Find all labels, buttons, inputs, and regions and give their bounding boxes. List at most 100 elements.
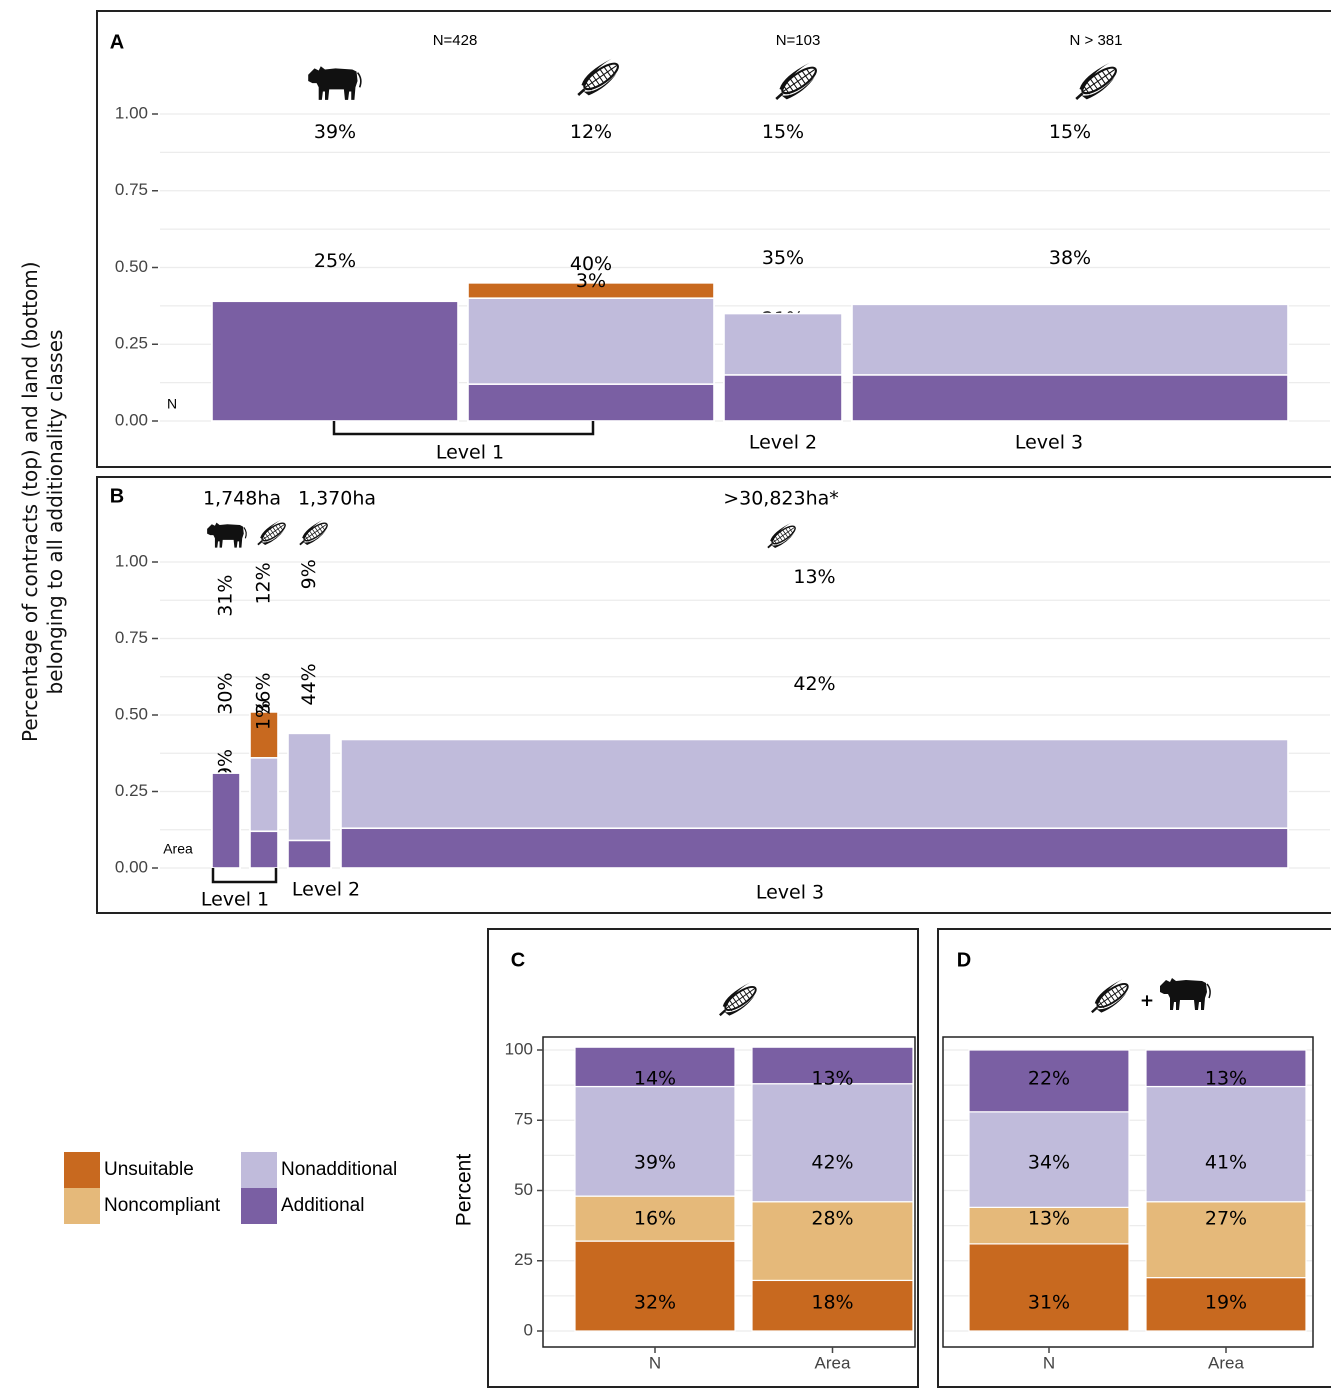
panel-b-col1-noncompliant-label: 9%: [215, 749, 237, 779]
panel-c-area-additional-label: 13%: [811, 1068, 853, 1090]
panel-a-col3-additional-bar: [723, 374, 843, 422]
panel-a-y-axis-tick-label-4: 1.00: [115, 103, 148, 122]
panel-c-y-axis-label: Percent: [453, 1154, 476, 1227]
panel-c-y-axis-tick-label-0: 0: [524, 1320, 533, 1339]
panel-b-col4-nonadditional-label: 42%: [793, 673, 835, 695]
legend-label-unsuitable: Unsuitable: [104, 1159, 194, 1180]
panel-d-area-noncompliant-bar: [1145, 1201, 1307, 1279]
panel-b-y-axis-tick-label-4: 1.00: [115, 551, 148, 570]
panel-d-plus-icon: +: [1140, 991, 1154, 1011]
panel-a-col4-additional-bar: [851, 374, 1289, 422]
panel-c-corn-icon-husk-1: [724, 995, 755, 1016]
panel-c-y-axis-tick-label-4: 100: [505, 1039, 533, 1058]
panel-b-col1-nonadditional-label: 30%: [215, 672, 237, 714]
panel-a-corn-icon-1-stalk: [577, 88, 586, 96]
panel-a-level1-label: Level 1: [436, 442, 504, 464]
panel-a-col2-additional-label: 12%: [570, 121, 612, 143]
panel-c-x-tick-label-area: Area: [815, 1353, 851, 1372]
panel-c-corn-icon-husk-2: [722, 982, 751, 1008]
panel-a-frame: [96, 10, 1331, 468]
panel-d-area-additional-bar: [1145, 1049, 1307, 1088]
panel-a-header-n381: N > 381: [1070, 32, 1123, 49]
panel-a-col4-additional-label: 15%: [1049, 121, 1091, 143]
panel-a-corn-icon-1: [577, 58, 619, 96]
panel-a-cow-icon-tail: [356, 72, 362, 88]
panel-d-x-tick-label-n: N: [1043, 1353, 1055, 1372]
panel-d-area-nonadditional-bar: [1145, 1085, 1307, 1203]
panel-c-area-unsuitable-label: 18%: [811, 1292, 853, 1314]
panel-d-area-noncompliant-label: 27%: [1205, 1208, 1247, 1230]
panel-a-corn-icon-3-husk-1: [1081, 77, 1115, 100]
panel-b-corn-icon-1-kernel-line: [262, 524, 285, 540]
panel-b-corn-icon-2-stalk: [299, 540, 305, 546]
panel-d-cow-icon-tail: [1206, 983, 1211, 999]
panel-a-corn-icon-2-husk-2: [779, 62, 810, 91]
panel-d-corn-icon-husk-2: [1094, 979, 1123, 1005]
panel-a-corn-icon-2-kernel-line: [783, 69, 815, 92]
panel-b-y-axis-tick-label-1: 0.25: [115, 781, 148, 800]
panel-a-header-n103: N=103: [776, 32, 821, 49]
legend-swatch-noncompliant: [64, 1188, 100, 1224]
panel-b-header-cow-area: 1,748ha: [203, 488, 281, 510]
panel-a-corn-icon-3-stalk: [1075, 92, 1084, 100]
panel-b-y-axis-tick-label-0: 0.00: [115, 857, 148, 876]
panel-c-area-unsuitable-bar: [751, 1279, 914, 1332]
panel-c-y-axis-tick-label-2: 50: [514, 1180, 533, 1199]
panel-a-y-axis-tick-label-2: 0.50: [115, 257, 148, 276]
panel-b-frame: [96, 476, 1331, 914]
panel-b-row-label: Area: [163, 841, 193, 857]
panel-b-corn-icon-1-stalk: [257, 540, 263, 546]
panel-a-corn-icon-3: [1075, 62, 1117, 100]
panel-a-col3-additional-label: 15%: [762, 121, 804, 143]
panel-a-cow-icon: [308, 66, 362, 100]
panel-c-n-noncompliant-bar: [574, 1195, 736, 1242]
panel-c-n-unsuitable-bar: [574, 1240, 736, 1332]
panel-d-n-noncompliant-bar: [968, 1206, 1130, 1245]
panel-a-corn-icon-3-husk-2: [1079, 62, 1110, 91]
panel-b-label: B: [110, 485, 124, 507]
panel-a-level3-label: Level 3: [1015, 432, 1083, 454]
panel-d-n-noncompliant-label: 13%: [1028, 1208, 1070, 1230]
panel-b-corn-icon-3-kernel-line: [772, 527, 795, 543]
legend-label-noncompliant: Noncompliant: [104, 1195, 221, 1216]
legend-swatch-additional: [241, 1188, 277, 1224]
panel-b-level2-label: Level 2: [292, 879, 360, 901]
panel-d-corn-icon-husk-1: [1096, 992, 1127, 1013]
panel-d-plot-frame: [942, 1036, 1314, 1348]
panel-c-n-nonadditional-label: 39%: [634, 1152, 676, 1174]
panel-a-header-n428: N=428: [433, 32, 478, 49]
panel-d-n-additional-label: 22%: [1028, 1068, 1070, 1090]
panel-b-cow-icon-body: [207, 522, 244, 548]
panel-b-col3-additional-label: 9%: [298, 559, 320, 589]
panel-c-plot-frame: [542, 1036, 916, 1348]
panel-c-area-noncompliant-bar: [751, 1201, 914, 1282]
panel-a-corn-icon-1-kernel-line: [585, 65, 617, 88]
panel-a-corn-icon-2-stalk: [775, 92, 784, 100]
panel-c-corn-icon-stalk: [719, 1009, 727, 1017]
panel-b-col1-additional-label: 31%: [215, 575, 237, 617]
panel-b-col2-nonadditional-label: 36%: [253, 672, 275, 714]
panel-c-area-nonadditional-label: 42%: [811, 1152, 853, 1174]
panel-d-corn-icon: [1091, 979, 1129, 1014]
panel-a-corn-icon-3-kernel-line: [1083, 69, 1115, 92]
panel-a-row-label: N: [167, 396, 177, 412]
panel-a-corn-icon-2-husk-1: [781, 77, 815, 100]
panel-c-area-nonadditional-bar: [751, 1083, 914, 1203]
panel-b-corn-icon-2-husk-2: [302, 519, 323, 539]
panel-d-n-unsuitable-bar: [968, 1243, 1130, 1332]
panel-c-area-additional-bar: [751, 1046, 914, 1085]
panel-c-n-additional-bar: [574, 1046, 736, 1088]
panel-c-n-nonadditional-bar: [574, 1085, 736, 1197]
panel-d-n-nonadditional-label: 34%: [1028, 1152, 1070, 1174]
panel-a-label: A: [110, 31, 124, 53]
panel-b-col4-additional-bar: [340, 827, 1289, 869]
panel-c-y-axis-tick-label-1: 25: [514, 1250, 533, 1269]
legend-label-additional: Additional: [281, 1195, 365, 1216]
panel-b-level1-label: Level 1: [201, 889, 269, 911]
panel-c-corn-icon-kernel-line: [726, 988, 755, 1009]
panel-d-n-nonadditional-bar: [968, 1111, 1130, 1208]
legend-swatch-unsuitable: [64, 1152, 100, 1188]
panel-a-cow-icon-body: [308, 66, 358, 100]
panel-a-col3-nonadditional-label: 35%: [762, 247, 804, 269]
panel-d-area-additional-label: 13%: [1205, 1068, 1247, 1090]
